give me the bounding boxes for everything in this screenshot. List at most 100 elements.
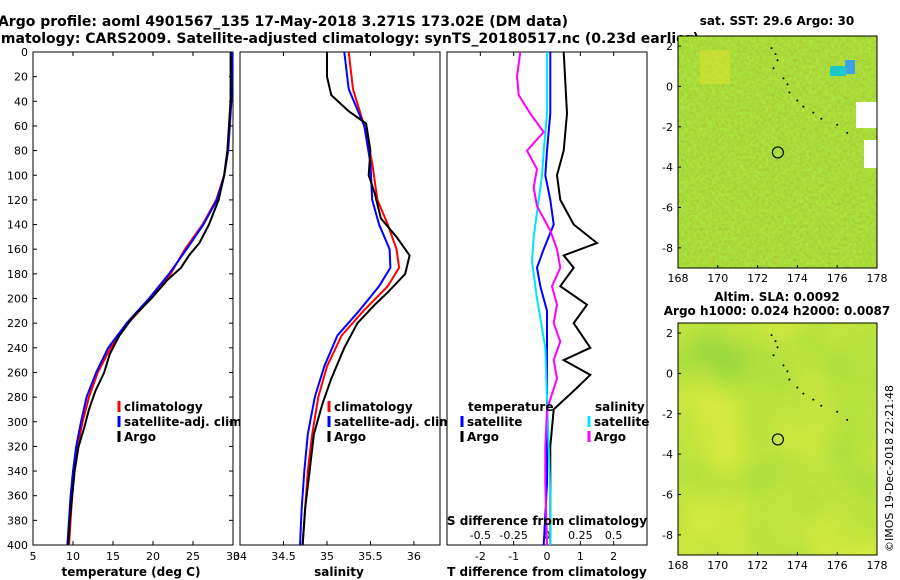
ytick-label: 100 (7, 169, 28, 182)
header-line1: Argo profile: aoml 4901567_135 17-May-20… (0, 14, 568, 30)
legend-label-climatology: climatology (124, 400, 203, 414)
panel-salinity: 34 34.5 35 35.5 36 climatology satellite-adj… (233, 51, 456, 579)
ytick-label: 180 (7, 268, 28, 281)
series-line-salinity-argo (515, 51, 562, 546)
sst-map-cloud-1 (856, 102, 877, 128)
map-xtick-label: 178 (867, 559, 888, 572)
map-ytick-label: -2 (662, 121, 673, 134)
island-dot (786, 83, 789, 86)
island-dot (776, 59, 779, 62)
island-dot (782, 364, 785, 367)
island-dot (776, 346, 779, 349)
panel-sla-map: Altim. SLA: 0.0092 Argo h1000: 0.024 h20… (662, 290, 890, 572)
ytick-label: 60 (14, 120, 28, 133)
ytick-label: 40 (14, 95, 28, 108)
panel-difference: -2 -1 0 1 2 -0.5 -0.25 0 0.25 0.5 temperature sa… (446, 51, 649, 579)
difference-s-xlabel: S difference from climatology (447, 514, 647, 528)
map-xtick-label: 168 (668, 272, 689, 285)
sla-map-subtitle: Argo h1000: 0.024 h2000: 0.0087 (664, 304, 891, 318)
map-ytick-label: -8 (662, 529, 673, 542)
sst-map-frame (677, 35, 878, 269)
sla-map-marks: 168 170 172 174 176 178 -8 -6 -4 -2 0 2 (662, 327, 887, 572)
map-xtick-label: 172 (747, 559, 768, 572)
salinity-xticks: 34 34.5 35 35.5 36 (233, 52, 421, 563)
island-dot (836, 410, 839, 413)
temperature-xticks: 5 10 15 20 25 30 (30, 52, 240, 563)
ytick-label: 260 (7, 366, 28, 379)
ytick-label: 320 (7, 440, 28, 453)
map-xtick-label: 170 (707, 559, 728, 572)
s-xtick-label: -0.5 (470, 529, 491, 542)
island-dot (774, 53, 777, 56)
island-dot (802, 105, 805, 108)
series-line-temperature-argo (549, 51, 600, 545)
sst-map-cloud-2 (864, 140, 877, 168)
map-xtick-label: 178 (867, 272, 888, 285)
salinity-legend: climatology satellite-adj. clim. Argo (327, 400, 456, 444)
island-dot (782, 77, 785, 80)
ytick-label: 240 (7, 342, 28, 355)
xtick-label: -2 (475, 550, 486, 563)
island-dot (796, 99, 799, 102)
series-line-salinity-satellite (530, 52, 552, 545)
xtick-label: 35 (320, 550, 334, 563)
map-ytick-label: 2 (666, 40, 673, 53)
ytick-label: 380 (7, 514, 28, 527)
xtick-label: 34 (233, 550, 247, 563)
legend-label-satellite: satellite-adj. clim. (124, 415, 246, 429)
island-dot (836, 123, 839, 126)
ytick-label: 300 (7, 416, 28, 429)
salinity-xlabel: salinity (314, 565, 364, 579)
island-dot (796, 386, 799, 389)
difference-xlabel: T difference from climatology (447, 565, 647, 579)
xtick-label: 34.5 (271, 550, 296, 563)
xtick-label: 30 (226, 550, 240, 563)
ytick-label: 400 (7, 539, 28, 552)
sst-map-marks: 168 170 172 174 176 178 -8 -6 -4 -2 0 2 (662, 40, 887, 285)
xtick-label: 15 (106, 550, 120, 563)
ytick-label: 80 (14, 145, 28, 158)
island-dot (788, 91, 791, 94)
ytick-label: 220 (7, 317, 28, 330)
ytick-label: 0 (21, 46, 28, 59)
series-line-argo (67, 52, 232, 546)
s-xtick-label: 0.5 (605, 529, 623, 542)
temperature-legend: climatology satellite-adj. clim. Argo (117, 400, 246, 444)
panel-sst-map: sat. SST: 29.6 Argo: 30 168 170 172 174 176 1… (662, 14, 887, 285)
sst-map-warm-patch (700, 50, 730, 84)
ytick-label: 20 (14, 71, 28, 84)
legend-label-sal-satellite: satellite (594, 415, 649, 429)
ytick-label: 200 (7, 293, 28, 306)
sla-map-frame (677, 322, 878, 556)
map-xtick-label: 168 (668, 559, 689, 572)
map-ytick-label: -6 (662, 488, 673, 501)
legend-label-temp-satellite: satellite (467, 415, 522, 429)
ytick-label: 360 (7, 490, 28, 503)
map-ytick-label: 0 (666, 367, 673, 380)
temperature-axes-box (32, 51, 234, 546)
sla-map-texture (678, 323, 877, 555)
sst-map-title: sat. SST: 29.6 Argo: 30 (700, 14, 854, 28)
xtick-label: 20 (146, 550, 160, 563)
island-dot (772, 67, 775, 70)
map-xtick-label: 176 (827, 272, 848, 285)
series-line-argo (301, 52, 411, 546)
map-ytick-label: -6 (662, 201, 673, 214)
panel-temperature: 0204060801001201401601802002202402602803… (7, 46, 647, 579)
island-dot (820, 404, 823, 407)
footer-credit: ©IMOS 19-Dec-2018 22:21:48 (883, 385, 896, 552)
legend-label-argo: Argo (334, 430, 366, 444)
ytick-label: 280 (7, 391, 28, 404)
temperature-lines (66, 51, 234, 546)
series-line-satellite-adj-clim- (299, 51, 392, 546)
xtick-label: 5 (30, 550, 37, 563)
xtick-label: 35.5 (358, 550, 383, 563)
island-dot (820, 117, 823, 120)
xtick-label: 36 (407, 550, 421, 563)
xtick-label: 1 (577, 550, 584, 563)
island-dot (770, 47, 773, 50)
island-dot (846, 418, 849, 421)
legend-label-temp-argo: Argo (467, 430, 499, 444)
s-xtick-label: -0.25 (499, 529, 527, 542)
legend-title-salinity: salinity (595, 400, 645, 414)
